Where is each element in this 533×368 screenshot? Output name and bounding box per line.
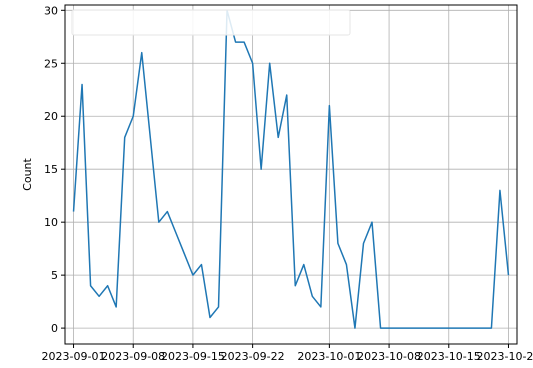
y-axis-ticks: 0 5 10 15 20 25 30 bbox=[44, 4, 65, 335]
x-tick-label: 2023-10-01 bbox=[297, 350, 361, 363]
x-tick-label: 2023-09-08 bbox=[101, 350, 165, 363]
y-axis-label: Count bbox=[21, 157, 34, 190]
legend-frame bbox=[71, 9, 351, 36]
x-tick-label: 2023-09-15 bbox=[161, 350, 225, 363]
series-line bbox=[72, 9, 510, 329]
y-tick-label: 0 bbox=[51, 322, 58, 335]
x-tick-label: 2023-10-08 bbox=[357, 350, 421, 363]
plot-frame bbox=[64, 4, 518, 345]
x-axis-ticks: 2023-09-012023-09-082023-09-152023-09-22… bbox=[42, 344, 533, 363]
y-tick-label: 20 bbox=[44, 110, 58, 123]
series-line-group bbox=[72, 9, 510, 329]
y-tick-label: 25 bbox=[44, 57, 58, 70]
x-tick-label: 2023-10-15 bbox=[417, 350, 481, 363]
x-tick-label: 2023-09-01 bbox=[42, 350, 106, 363]
y-tick-label: 5 bbox=[51, 269, 58, 282]
legend-box bbox=[71, 9, 351, 36]
y-tick-label: 10 bbox=[44, 216, 58, 229]
y-tick-label: 30 bbox=[44, 4, 58, 17]
x-tick-label: 2023-10-22 bbox=[477, 350, 533, 363]
y-tick-label: 15 bbox=[44, 163, 58, 176]
x-tick-label: 2023-09-22 bbox=[221, 350, 285, 363]
